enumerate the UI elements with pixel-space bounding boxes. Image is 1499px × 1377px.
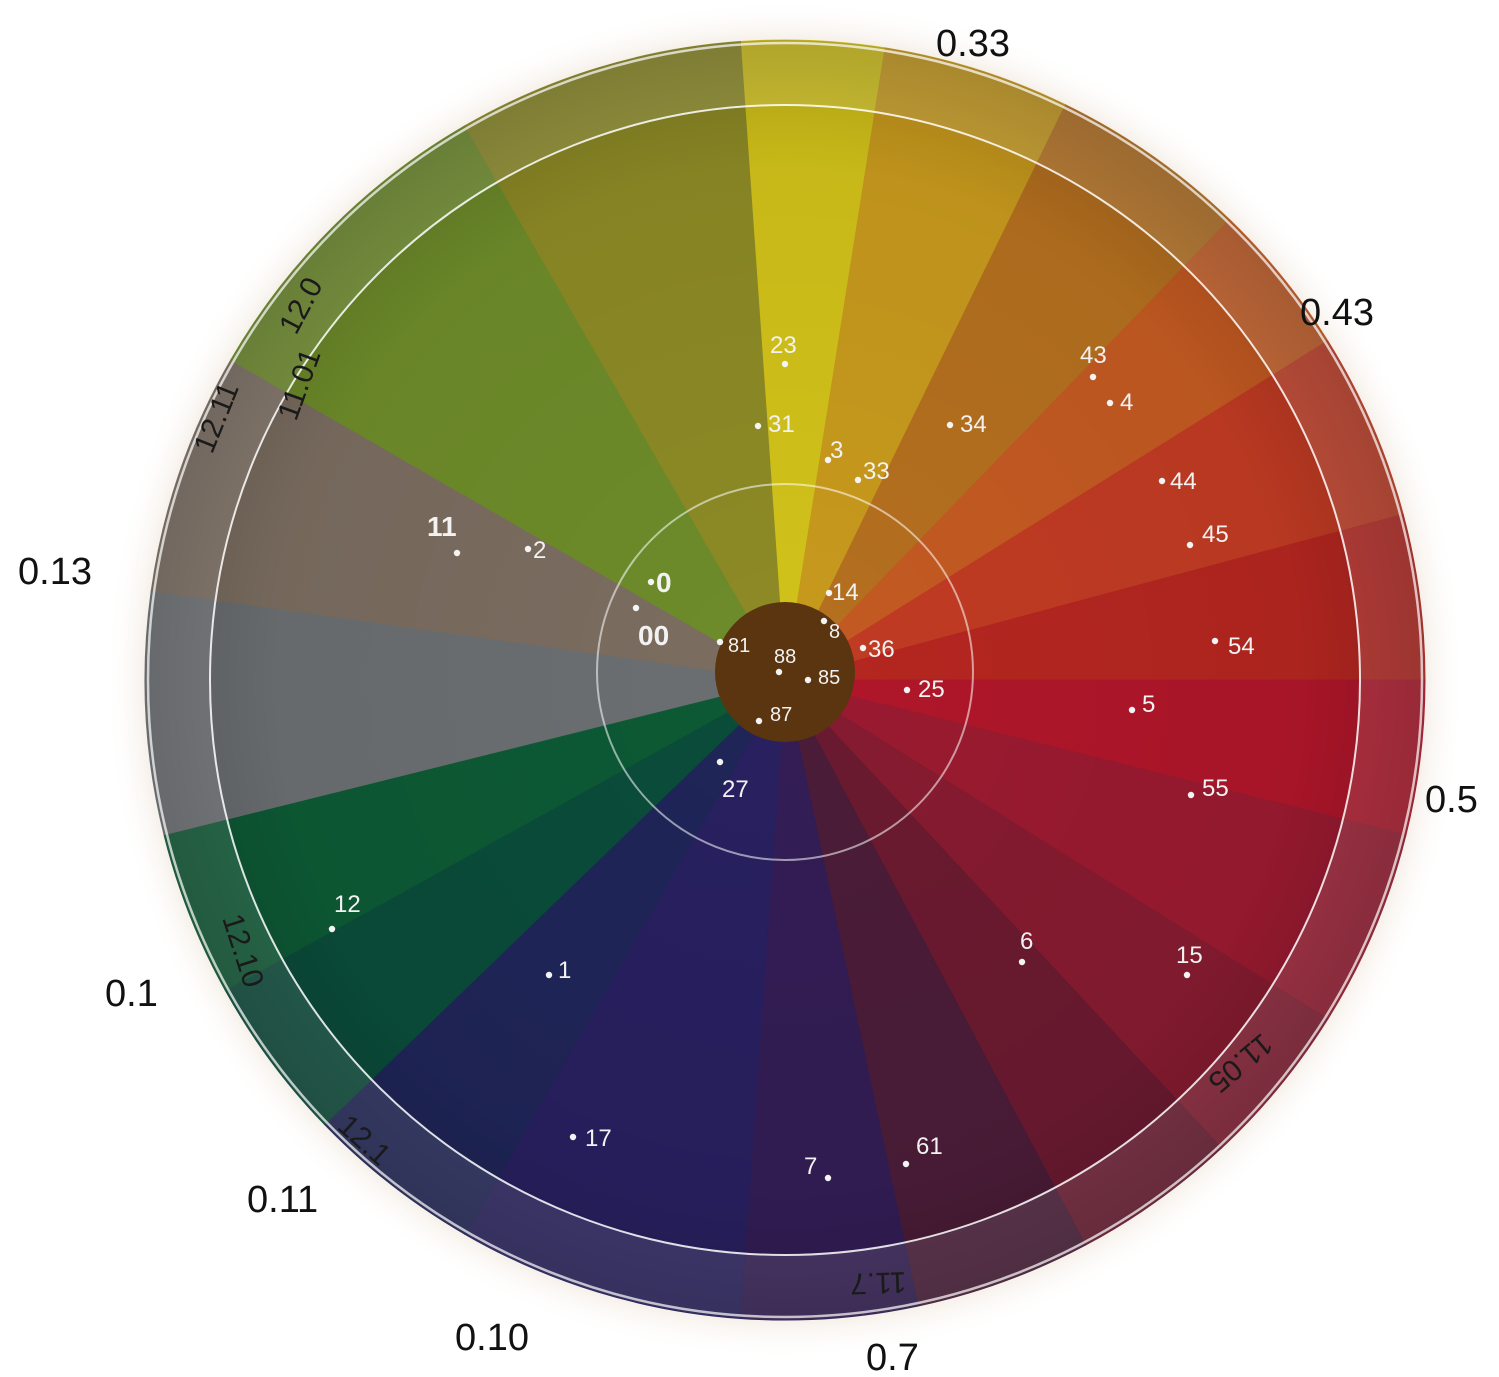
data-point-dot bbox=[1128, 706, 1136, 714]
data-point-dot bbox=[716, 758, 724, 766]
data-point-dot bbox=[903, 686, 911, 694]
data-point-label: 61 bbox=[916, 1133, 943, 1160]
data-point-label: 44 bbox=[1170, 468, 1197, 495]
data-point-label: 34 bbox=[960, 411, 987, 438]
data-point-dot bbox=[1158, 477, 1166, 485]
data-point-label: 15 bbox=[1176, 942, 1203, 969]
data-point-label: 25 bbox=[918, 676, 945, 703]
data-point-label: 0 bbox=[656, 567, 672, 598]
data-point-label: 14 bbox=[832, 579, 859, 606]
outer-ring-line bbox=[209, 104, 1361, 1256]
data-point-dot bbox=[781, 360, 789, 368]
outer-label: 0.13 bbox=[18, 551, 92, 593]
data-point-label: 11 bbox=[427, 511, 457, 542]
data-point-label: 54 bbox=[1228, 633, 1255, 660]
data-point-dot bbox=[755, 717, 763, 725]
rim-label: 11.7 bbox=[850, 1265, 907, 1300]
data-point-dot bbox=[716, 638, 724, 646]
data-point-dot bbox=[754, 422, 762, 430]
center-disc bbox=[715, 602, 855, 742]
data-point-dot bbox=[647, 578, 655, 586]
data-point-label: 7 bbox=[804, 1153, 817, 1180]
data-point-dot bbox=[825, 589, 833, 597]
data-point-label: 31 bbox=[768, 411, 795, 438]
data-point-dot bbox=[1211, 637, 1219, 645]
data-point-label: 55 bbox=[1202, 775, 1229, 802]
data-point-label: 23 bbox=[770, 332, 797, 359]
data-point-label: 87 bbox=[770, 704, 792, 726]
data-point-label: 45 bbox=[1202, 521, 1229, 548]
data-point-dot bbox=[1018, 958, 1026, 966]
data-point-label: 17 bbox=[585, 1125, 612, 1152]
data-point-dot bbox=[545, 971, 553, 979]
outer-label: 0.43 bbox=[1300, 292, 1374, 334]
data-point-dot bbox=[569, 1133, 577, 1141]
data-point-label: 12 bbox=[334, 891, 361, 918]
data-point-label: 4 bbox=[1120, 389, 1133, 416]
data-point-dot bbox=[453, 549, 461, 557]
data-point-dot bbox=[1183, 971, 1191, 979]
data-point-label: 36 bbox=[868, 636, 895, 663]
data-points: 2331333344344445545552536148858887810001… bbox=[328, 332, 1255, 1182]
data-point-label: 8 bbox=[829, 621, 840, 643]
data-point-dot bbox=[775, 668, 783, 676]
inner-ring-line bbox=[596, 483, 974, 861]
data-point-label: 88 bbox=[774, 646, 796, 668]
data-point-dot bbox=[1187, 791, 1195, 799]
data-point-dot bbox=[524, 545, 532, 553]
data-point-dot bbox=[632, 604, 640, 612]
data-point-label: 43 bbox=[1080, 342, 1107, 369]
outer-label: 0.1 bbox=[105, 973, 158, 1015]
data-point-dot bbox=[820, 617, 828, 625]
data-point-dot bbox=[854, 476, 862, 484]
data-point-label: 33 bbox=[863, 458, 890, 485]
outer-edge-line bbox=[146, 41, 1424, 1319]
data-point-label: 2 bbox=[533, 537, 546, 564]
data-point-dot bbox=[859, 644, 867, 652]
data-point-dot bbox=[824, 1174, 832, 1182]
data-point-dot bbox=[1186, 541, 1194, 549]
outer-label: 0.7 bbox=[866, 1337, 919, 1377]
data-point-label: 3 bbox=[830, 437, 843, 464]
data-point-label: 6 bbox=[1020, 928, 1033, 955]
data-point-dot bbox=[1106, 399, 1114, 407]
outer-label: 0.33 bbox=[936, 23, 1010, 65]
data-point-label: 81 bbox=[728, 635, 750, 657]
outer-label: 0.5 bbox=[1425, 779, 1478, 821]
data-point-dot bbox=[1089, 373, 1097, 381]
data-point-label: 85 bbox=[818, 667, 840, 689]
outer-label: 0.10 bbox=[455, 1317, 529, 1359]
data-point-dot bbox=[824, 456, 832, 464]
data-point-label: 27 bbox=[722, 776, 749, 803]
data-point-dot bbox=[328, 925, 336, 933]
data-point-label: 1 bbox=[558, 957, 571, 984]
data-point-dot bbox=[804, 676, 812, 684]
data-point-dot bbox=[946, 421, 954, 429]
data-point-label: 5 bbox=[1142, 691, 1155, 718]
data-point-label: 00 bbox=[638, 620, 669, 651]
outer-label: 0.11 bbox=[247, 1179, 318, 1221]
data-point-dot bbox=[902, 1160, 910, 1168]
